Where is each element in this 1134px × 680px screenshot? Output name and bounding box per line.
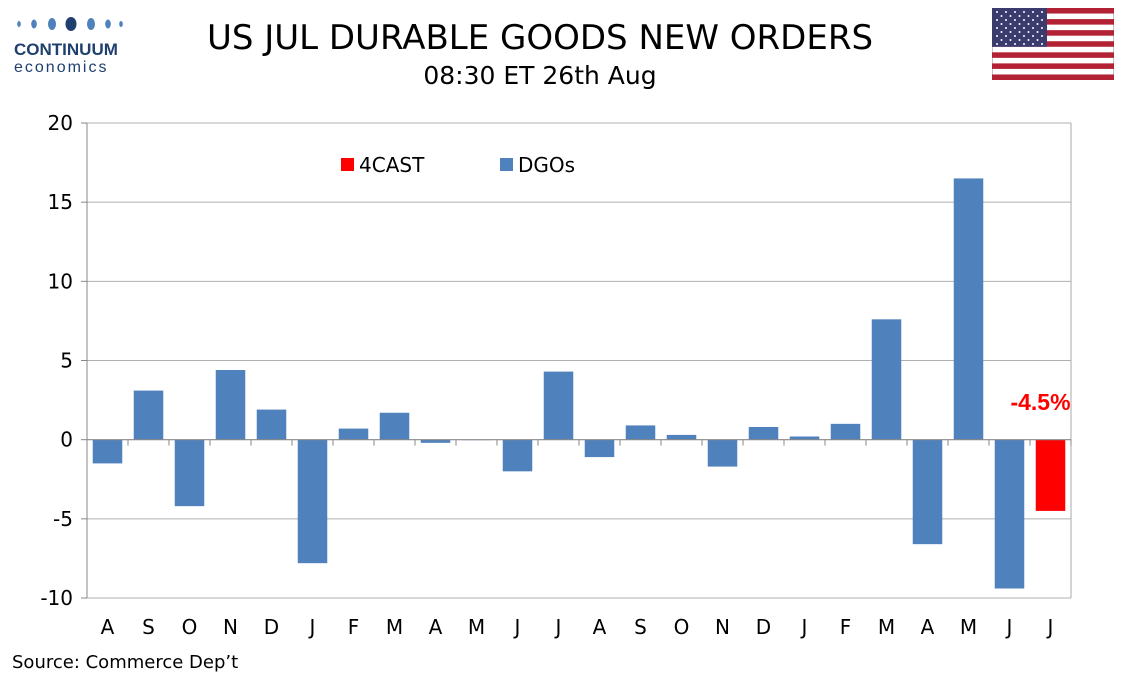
chart-title: US JUL DURABLE GOODS NEW ORDERS [206,18,874,58]
x-tick-label: A [921,615,935,639]
y-tick-label: -5 [53,507,73,531]
logo-brand: CONTINUUM [14,40,118,59]
dgos-bar [174,439,205,507]
dgos-bar [420,439,451,443]
dgos-bar [953,178,984,440]
dgos-bar [912,439,943,545]
legend-swatch-4cast [341,158,354,171]
dgos-bar [789,436,820,440]
dgos-bar [543,371,574,440]
dgos-bar [830,423,861,440]
x-tick-label: A [101,615,115,639]
x-tick-label: M [878,615,895,639]
x-tick-label: J [1005,615,1013,639]
x-tick-label: J [308,615,316,639]
x-tick-label: D [264,615,279,639]
dgos-bar [297,439,328,564]
dgos-bar [707,439,738,467]
dgos-bar [584,439,615,458]
y-tick-label: 10 [48,269,73,293]
y-tick-label: 20 [48,111,73,135]
dgos-bar [994,439,1025,589]
dgos-bar [215,370,246,440]
x-tick-label: M [468,615,485,639]
dgos-bar [256,409,287,440]
y-tick-label: 5 [60,349,73,373]
legend-label-4cast: 4CAST [359,153,425,177]
x-tick-label: M [386,615,403,639]
continuum-logo: CONTINUUM economics [14,14,138,76]
dgos-bar [871,319,902,440]
us-flag-icon [992,8,1114,80]
x-tick-label: M [960,615,977,639]
y-tick-label: -10 [40,586,73,610]
logo-subtext: economics [14,59,109,76]
legend-label-dgos: DGOs [518,153,575,177]
x-tick-label: F [348,615,360,639]
x-tick-label: D [756,615,771,639]
dgos-bar [379,412,410,440]
dgos-bar [338,428,369,440]
x-tick-label: J [513,615,521,639]
x-tick-label: F [840,615,852,639]
x-tick-label: N [223,615,238,639]
chart-subtitle: 08:30 ET 26th Aug [423,61,657,90]
x-tick-label: A [593,615,607,639]
dgos-bar [666,434,697,440]
x-tick-label: S [634,615,647,639]
dgos-bar [92,439,123,464]
dgos-bar [133,390,164,440]
x-tick-label: O [182,615,198,639]
x-tick-label: A [429,615,443,639]
x-tick-label: J [554,615,562,639]
dgos-bar [748,427,779,440]
x-tick-label: J [1046,615,1054,639]
source-note: Source: Commerce Dep’t [12,652,239,673]
x-tick-label: J [800,615,808,639]
logo-dots-icon [17,17,123,31]
forecast-annotation: -4.5% [1010,389,1070,415]
forecast-bar [1035,439,1066,511]
y-tick-label: 0 [60,428,73,452]
x-tick-label: S [142,615,155,639]
x-tick-label: N [715,615,730,639]
dgos-bar [502,439,533,472]
legend-swatch-dgos [500,158,513,171]
x-tick-label: O [674,615,690,639]
y-tick-label: 15 [48,190,73,214]
dgos-bar [625,425,656,440]
